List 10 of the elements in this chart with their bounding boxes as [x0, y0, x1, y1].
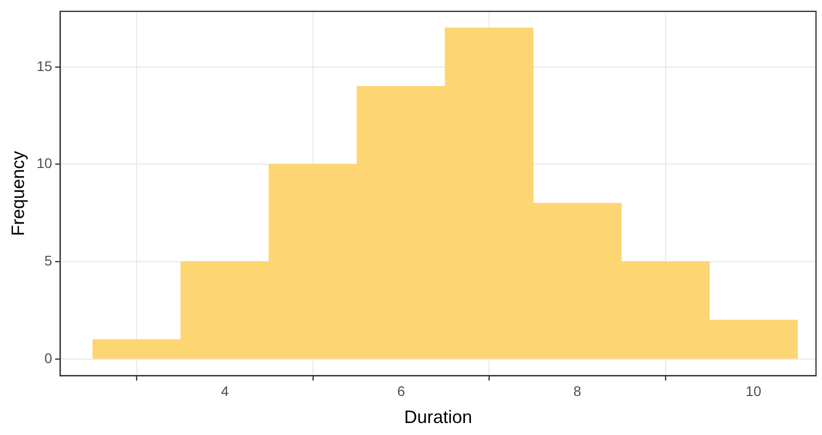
y-tick-label: 15 — [36, 58, 52, 74]
x-tick-label: 8 — [573, 382, 582, 399]
y-tick-label: 0 — [44, 350, 52, 366]
y-tick-label: 5 — [44, 252, 52, 269]
x-tick-label: 6 — [397, 382, 406, 399]
x-tick-label: 4 — [221, 382, 230, 399]
y-axis-title: Frequency — [8, 150, 28, 236]
y-tick-label: 10 — [36, 155, 52, 172]
x-tick-label: 10 — [746, 382, 762, 399]
x-axis-title: Duration — [404, 407, 472, 428]
